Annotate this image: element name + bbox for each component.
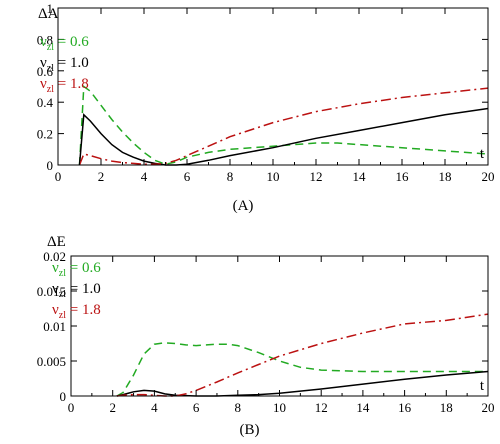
plot-frame-0 (57, 7, 489, 166)
x-axis-label-1: t (480, 378, 485, 394)
legend-entry-1-1: νzl = 1.0 (52, 281, 101, 300)
y-tick-label-1-4: 0.02 (43, 249, 66, 264)
legend-entry-0-2: νzl = 1.8 (40, 76, 89, 95)
x-tick-label-1-5: 10 (273, 400, 286, 415)
x-tick-label-0-6: 12 (310, 169, 323, 184)
y-tick-label-0-1: 0.2 (37, 127, 53, 142)
x-axis-label-0: t (480, 146, 485, 162)
x-tick-label-0-0: 0 (55, 169, 62, 184)
series-line-0-2 (78, 87, 489, 166)
y-tick-label-0-3: 0.6 (37, 64, 54, 79)
series-line-1-1 (116, 370, 489, 397)
x-tick-label-1-7: 14 (356, 400, 370, 415)
series-line-1-0 (116, 342, 488, 397)
x-tick-label-0-10: 20 (482, 169, 495, 184)
panel-caption-1: (B) (240, 422, 260, 438)
legend-entry-1-0: νzl = 0.6 (52, 260, 101, 279)
y-axis-label-0: ΔA (38, 6, 59, 22)
series-line-1-2 (116, 313, 489, 397)
x-tick-label-1-9: 18 (440, 400, 453, 415)
x-tick-label-0-8: 16 (396, 169, 410, 184)
x-tick-label-0-4: 8 (227, 169, 234, 184)
legend-entry-0-1: νzl = 1.0 (40, 55, 89, 74)
legend-entry-0-0: νzl = 0.6 (40, 34, 89, 53)
series-line-0-1 (78, 107, 489, 166)
x-tick-label-1-10: 20 (482, 400, 495, 415)
x-tick-label-1-3: 6 (193, 400, 200, 415)
y-tick-label-1-3: 0.015 (37, 284, 66, 299)
y-tick-label-1-0: 0 (60, 389, 67, 404)
x-tick-label-0-7: 14 (353, 169, 367, 184)
series-line-0-0 (78, 85, 489, 166)
x-tick-label-0-9: 18 (439, 169, 452, 184)
x-tick-label-1-4: 8 (235, 400, 242, 415)
legend-entry-1-2: νzl = 1.8 (52, 302, 101, 321)
y-tick-label-0-4: 0.8 (37, 32, 53, 47)
y-axis-label-1: ΔE (47, 234, 66, 250)
x-tick-label-0-1: 2 (98, 169, 105, 184)
x-tick-label-0-2: 4 (141, 169, 148, 184)
panel-caption-0: (A) (233, 198, 254, 214)
x-tick-label-1-1: 2 (109, 400, 116, 415)
y-tick-label-0-0: 0 (47, 158, 54, 173)
y-tick-label-0-2: 0.4 (37, 95, 54, 110)
y-tick-label-1-1: 0.005 (37, 354, 66, 369)
x-tick-label-0-5: 10 (267, 169, 280, 184)
chart-panel-0: 0 2 4 6 8 10 12 14 16 18 20 0 0.2 0.4 0.6 0.8 1ΔA t νzl = … (37, 1, 495, 214)
x-tick-label-1-2: 4 (151, 400, 158, 415)
x-tick-label-1-0: 0 (68, 400, 75, 415)
y-tick-label-1-2: 0.01 (43, 319, 66, 334)
x-tick-label-0-3: 6 (184, 169, 191, 184)
x-tick-label-1-8: 16 (398, 400, 412, 415)
y-tick-label-0-5: 1 (47, 1, 54, 16)
x-tick-label-1-6: 12 (315, 400, 328, 415)
